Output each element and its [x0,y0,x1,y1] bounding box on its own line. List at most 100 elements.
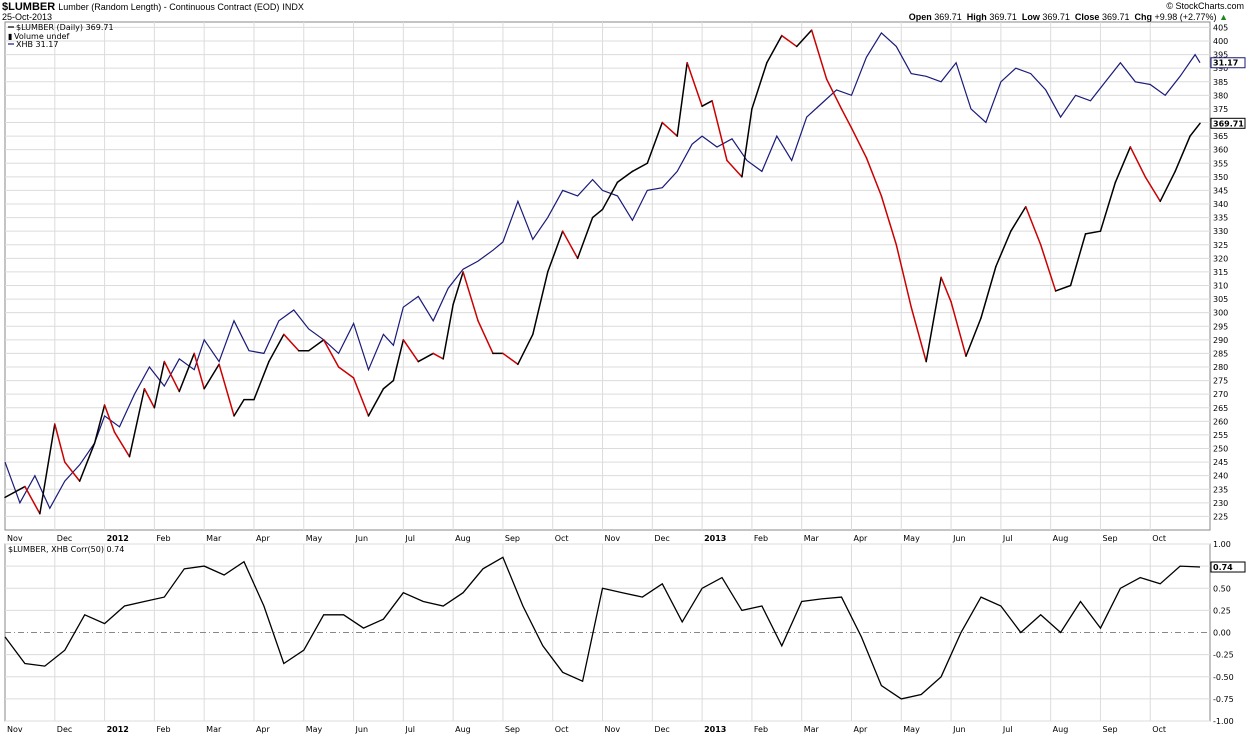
corr-x-tick-label: Feb [754,725,768,734]
chart-date: 25-Oct-2013 [2,12,53,22]
price-y-tick-label: 335 [1213,214,1228,223]
price-panel-frame [4,21,1211,531]
series-lumber-segment [442,303,454,360]
series-lumber-segment [432,352,444,360]
open-value: 369.71 [934,12,962,22]
series-lumber-segment [253,360,270,401]
price-y-tick-label: 355 [1213,159,1228,168]
price-y-tick-label: 265 [1213,404,1228,413]
corr-x-tick-label: Nov [7,725,23,734]
price-y-tick-label: 305 [1213,295,1228,304]
corr-x-tick-label: Feb [156,725,170,734]
series-lumber-segment [54,423,66,463]
series-lumber-segment [840,108,853,129]
series-lumber-segment [1054,284,1072,292]
series-lumber-segment [980,265,997,319]
price-y-axis-labels: 225 230 235 240 245 250 255 260 265 270 275 280 285 2… [1213,23,1228,521]
price-y-tick-label: 375 [1213,105,1228,114]
exchange: INDX [282,2,304,12]
legend-volume-icon: ▮ [8,32,12,41]
corr-x-tick-label: Mar [804,725,820,734]
series-lumber-segment [795,29,813,48]
price-y-tick-label: 405 [1213,23,1228,32]
series-lumber-segment [751,61,768,110]
series-lumber-segment [532,271,549,336]
series-lumber-segment [950,301,967,357]
series-lumber-segment [865,157,883,197]
corr-y-tick-label: -0.75 [1213,695,1234,704]
price-x-axis-labels: Nov Dec 2012 Feb Mar Apr May Jun Jul Aug Sep Oct Nov… [7,534,1166,543]
corr-x-tick-label: Sep [505,725,520,734]
copyright: © StockCharts.com [1166,1,1244,11]
close-value: 369.71 [1101,12,1130,22]
series-lumber-segment [661,121,678,137]
price-x-tick-label: Mar [804,534,820,543]
corr-x-tick-label: Jun [355,725,369,734]
legend-volume: Volume undef [14,32,69,41]
corr-x-tick-label: Oct [555,725,569,734]
price-y-tick-label: 340 [1213,200,1228,209]
corr-x-tick-label: Apr [853,725,868,734]
chg-value: +9.98 (+2.77%) [1154,12,1217,22]
price-y-tick-label: 380 [1213,91,1228,100]
price-x-tick-label: May [903,534,920,543]
price-y-tick-label: 325 [1213,241,1228,250]
series-lumber-segment [766,34,783,64]
series-lumber-segment [103,404,116,433]
series-lumber-segment [402,339,420,363]
series-lumber-segment [502,352,519,366]
corr-x-tick-label: Apr [256,725,271,734]
corr-y-tick-label: -0.50 [1213,673,1234,682]
price-x-tick-label: Aug [1053,534,1069,543]
series-lumber-segment [283,333,300,352]
legend-xhb: XHB 31.17 [16,40,58,49]
price-y-tick-label: 360 [1213,146,1228,155]
price-y-tick-label: 240 [1213,472,1228,481]
price-gridlines [5,22,1210,530]
series-lumber-segment [561,230,579,260]
series-corr-line [4,556,1201,700]
corr-y-tick-label: -0.25 [1213,651,1234,660]
corr-x-tick-label: Sep [1102,725,1117,734]
series-lumber-segment [113,431,131,458]
series-lumber-segment [203,363,220,390]
corr-x-tick-label: Aug [1053,725,1069,734]
series-lumber-segment [1189,122,1201,137]
series-lumber-segment [1114,146,1132,184]
series-lumber-segment [631,162,649,173]
series-lumber-segment [601,181,619,211]
series-lumber-segment [940,276,952,303]
series-lumber-segment [1010,205,1027,232]
corr-y-tick-label: 0.50 [1213,584,1231,593]
series-lumber-segment [686,61,703,107]
lumber-last-tag-box [1210,117,1246,129]
series-lumber-segment [1025,205,1042,246]
price-x-tick-label: May [306,534,323,543]
price-x-tick-label: Mar [206,534,222,543]
price-x-tick-label: Apr [256,534,271,543]
corr-x-tick-label: Jul [404,725,415,734]
price-x-tick-label: Feb [156,534,170,543]
corr-y-tick-label: 1.00 [1213,540,1231,549]
series-lumber-segment [517,333,534,366]
series-lumber-segment [352,377,370,417]
price-x-tick-label: Jun [952,534,966,543]
price-y-tick-label: 350 [1213,173,1228,182]
series-lumber-segment [128,387,146,458]
price-y-tick-label: 260 [1213,417,1228,426]
price-y-tick-label: 270 [1213,390,1228,399]
series-lumber-segment [462,271,479,322]
series-lumber-segment [39,423,56,515]
corr-y-tick-label: 0.00 [1213,629,1231,638]
corr-last-tag-box [1210,561,1246,573]
lumber-last-tag: 369.71 [1213,119,1244,128]
price-x-tick-label: 2013 [704,534,726,543]
series-lumber-segment [676,61,688,137]
series-lumber-segment [810,29,828,80]
series-lumber-segment [1174,135,1191,173]
corr-x-axis-labels: Nov Dec 2012 Feb Mar Apr May Jun Jul Aug Sep Oct Nov… [7,725,1166,734]
series-lumber-segment [850,127,868,159]
price-y-tick-label: 320 [1213,254,1228,263]
corr-y-tick-label: -1.00 [1213,717,1234,726]
